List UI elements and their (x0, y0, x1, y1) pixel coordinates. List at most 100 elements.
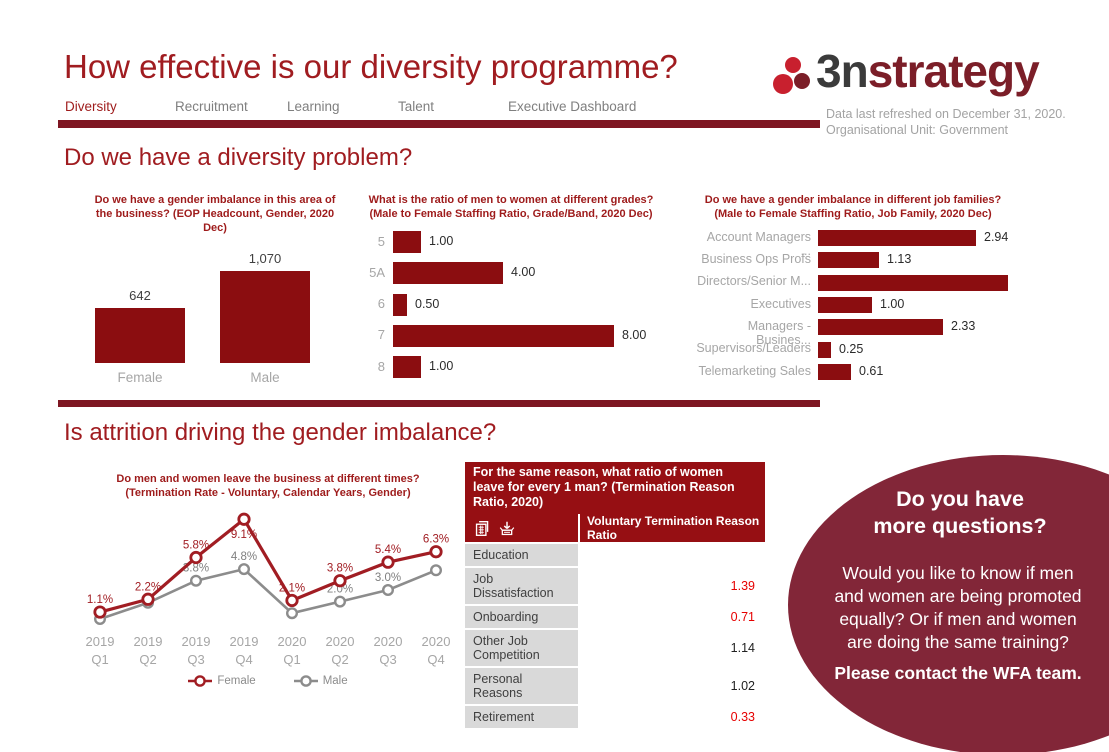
x-axis-label: Q1 (91, 652, 108, 667)
bar[interactable] (818, 363, 851, 380)
male-marker[interactable] (430, 564, 443, 577)
header-divider (58, 120, 820, 128)
row-label: Onboarding (465, 606, 578, 628)
bar[interactable] (818, 230, 976, 246)
row-value: 1.14 (730, 641, 755, 655)
page-title: How effective is our diversity programme… (64, 48, 678, 85)
point-label: 2.1% (279, 582, 305, 594)
bar-male[interactable] (220, 271, 310, 363)
x-axis-label: Q2 (139, 652, 156, 667)
bar[interactable] (393, 231, 421, 253)
table-row: Education (465, 544, 765, 566)
bar-value-label: 0.50 (415, 296, 440, 311)
male-marker[interactable] (189, 574, 202, 587)
bubble-body-line: Would you like to know if men (842, 563, 1074, 583)
table-toolbar (465, 514, 578, 542)
point-label: 9.1% (231, 529, 257, 541)
tab-recruitment[interactable]: Recruitment (175, 99, 248, 114)
company-logo: 3nstrategy (772, 45, 1102, 98)
line-chart-canvas: 3.8% 4.8% 2.0% 3.0% 1.1% 2.2% 5.8% 9.1% 2.1% 3.8%… (86, 512, 451, 667)
female-marker[interactable] (333, 574, 347, 588)
legend-label: Female (217, 675, 256, 687)
category-label-male: Male (250, 370, 280, 385)
x-axis-label: Q3 (187, 652, 204, 667)
female-marker[interactable] (141, 592, 155, 606)
chart-title: What is the ratio of men to women at dif… (368, 194, 654, 220)
copy-table-icon[interactable] (474, 520, 491, 537)
logo-text: 3nstrategy (816, 44, 1040, 98)
row-label: Education (465, 544, 578, 566)
female-marker[interactable] (93, 605, 107, 619)
male-marker[interactable] (334, 595, 347, 608)
legend-item-male[interactable]: Male (293, 675, 348, 687)
bar[interactable] (818, 252, 879, 269)
bar-value-label: 0.61 (859, 363, 884, 378)
row-label: Other Job Competition (465, 630, 578, 666)
data-refresh-note: Data last refreshed on December 31, 2020… (826, 106, 1066, 138)
point-label: 4.8% (231, 551, 257, 563)
male-line (99, 567, 437, 621)
bubble-heading-line: more questions? (873, 514, 1047, 538)
x-axis-label: Q3 (379, 652, 396, 667)
point-label: 3.8% (327, 563, 353, 575)
bar[interactable] (393, 262, 503, 285)
bubble-body-line: are doing the same training? (847, 632, 1069, 652)
legend-marker-icon (188, 675, 213, 687)
export-data-icon[interactable] (498, 520, 516, 537)
x-axis-label: Q4 (235, 652, 252, 667)
point-label: 5.4% (375, 544, 401, 556)
point-label: 6.3% (423, 534, 449, 546)
bar-value-label: 0.25 (839, 341, 864, 356)
chart-plot-area: 642 Female 1,070 Male (75, 193, 355, 398)
bubble-heading: Do you have more questions? (830, 486, 1090, 540)
section-divider (58, 400, 820, 407)
male-marker[interactable] (237, 563, 250, 576)
point-label: 3.0% (375, 572, 401, 584)
bar-value-label: 8.00 (622, 327, 647, 342)
bar[interactable] (393, 293, 407, 316)
staffing-ratio-by-job-family-chart: Do we have a gender imbalance in differe… (693, 193, 1013, 398)
tab-learning[interactable]: Learning (287, 99, 340, 114)
bar[interactable] (393, 324, 614, 347)
female-marker[interactable] (285, 593, 299, 608)
row-value (580, 544, 765, 566)
axis-label: 8 (377, 358, 385, 374)
bar[interactable] (818, 296, 872, 313)
x-axis-label: 2020 (422, 634, 451, 649)
male-marker[interactable] (382, 583, 395, 596)
bar[interactable] (818, 341, 831, 358)
chart-title: Do we have a gender imbalance in this ar… (94, 194, 336, 234)
x-axis-label: Q2 (331, 652, 348, 667)
bar[interactable] (393, 356, 421, 379)
tab-diversity[interactable]: Diversity (65, 99, 117, 114)
x-axis-label: 2020 (374, 634, 403, 649)
table-row: Personal Reasons 1.02 (465, 668, 765, 704)
bar-value-label: 1,070 (248, 251, 282, 266)
tab-talent[interactable]: Talent (398, 99, 435, 114)
x-axis-label: 2020 (326, 634, 355, 649)
female-marker[interactable] (429, 545, 443, 559)
axis-label: 5 (377, 233, 385, 249)
bubble-body: Would you like to know if men and women a… (800, 562, 1109, 654)
axis-label: Managers -Busines... (747, 319, 811, 348)
axis-label: Executives (750, 296, 811, 311)
row-label: Personal Reasons (465, 668, 578, 704)
male-marker[interactable] (285, 607, 298, 620)
legend-marker-icon (293, 675, 318, 687)
bar-value-label: 2.33 (951, 319, 976, 334)
bar-value-label: 1.13 (887, 252, 912, 267)
female-marker[interactable] (189, 550, 203, 565)
female-marker[interactable] (381, 555, 395, 569)
female-marker[interactable] (237, 512, 251, 526)
questions-bubble (788, 455, 1109, 752)
bar-value-label: 1.00 (429, 234, 454, 248)
bar[interactable] (818, 319, 943, 336)
point-label: 3.8% (183, 563, 209, 575)
female-line (99, 516, 437, 614)
tab-executive-dashboard[interactable]: Executive Dashboard (508, 99, 637, 114)
bubble-footer: Please contact the WFA team. (834, 663, 1082, 683)
table-row: Job Dissatisfaction 1.39 (465, 568, 765, 604)
bar-female[interactable] (95, 308, 185, 363)
bar[interactable] (818, 274, 1008, 291)
legend-item-female[interactable]: Female (188, 675, 256, 687)
